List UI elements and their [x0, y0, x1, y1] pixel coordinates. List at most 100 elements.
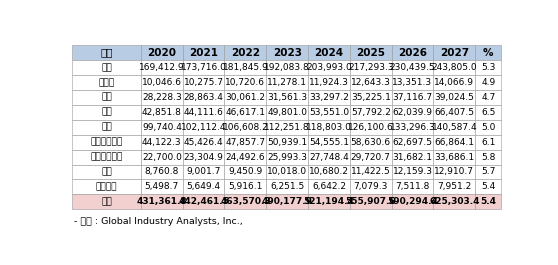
Text: 10,275.7: 10,275.7: [184, 78, 224, 87]
Text: 42,851.8: 42,851.8: [142, 108, 182, 117]
Text: 합계: 합계: [101, 197, 112, 206]
Bar: [72, 45, 141, 60]
Bar: [72, 195, 141, 209]
Bar: [266, 45, 308, 60]
Text: 5.3: 5.3: [481, 63, 496, 72]
Bar: [141, 90, 182, 105]
Text: 33,297.2: 33,297.2: [309, 93, 349, 102]
Text: 유럽: 유럽: [101, 123, 112, 132]
Bar: [434, 120, 475, 135]
Text: 44,111.6: 44,111.6: [184, 108, 224, 117]
Text: 5.4: 5.4: [480, 197, 496, 206]
Bar: [72, 90, 141, 105]
Text: 31,561.3: 31,561.3: [267, 93, 307, 102]
Text: 9,450.9: 9,450.9: [228, 167, 262, 176]
Bar: [182, 90, 224, 105]
Text: 102,112.4: 102,112.4: [181, 123, 227, 132]
Bar: [475, 75, 501, 90]
Text: 54,555.1: 54,555.1: [309, 138, 349, 147]
Bar: [266, 75, 308, 90]
Bar: [350, 179, 392, 195]
Bar: [72, 120, 141, 135]
Bar: [392, 195, 434, 209]
Bar: [224, 75, 266, 90]
Bar: [266, 179, 308, 195]
Bar: [434, 195, 475, 209]
Bar: [392, 60, 434, 75]
Bar: [475, 149, 501, 165]
Text: 118,803.0: 118,803.0: [306, 123, 352, 132]
Text: 243,805.0: 243,805.0: [431, 63, 477, 72]
Bar: [308, 60, 350, 75]
Bar: [392, 90, 434, 105]
Text: 463,570.3: 463,570.3: [220, 197, 271, 206]
Bar: [392, 179, 434, 195]
Bar: [434, 75, 475, 90]
Text: 28,863.4: 28,863.4: [184, 93, 224, 102]
Bar: [434, 179, 475, 195]
Text: 140,587.4: 140,587.4: [431, 123, 477, 132]
Bar: [72, 135, 141, 149]
Bar: [350, 165, 392, 179]
Bar: [392, 165, 434, 179]
Bar: [224, 105, 266, 120]
Bar: [308, 195, 350, 209]
Text: 33,686.1: 33,686.1: [434, 153, 474, 162]
Bar: [266, 135, 308, 149]
Bar: [475, 135, 501, 149]
Text: 2023: 2023: [273, 47, 302, 58]
Text: 169,412.9: 169,412.9: [139, 63, 185, 72]
Text: 2022: 2022: [231, 47, 260, 58]
Bar: [224, 165, 266, 179]
Bar: [141, 195, 182, 209]
Bar: [266, 120, 308, 135]
Text: 2020: 2020: [147, 47, 176, 58]
Bar: [350, 135, 392, 149]
Text: 지역: 지역: [100, 47, 113, 58]
Text: 6.1: 6.1: [481, 138, 496, 147]
Text: 44,122.3: 44,122.3: [142, 138, 182, 147]
Text: 10,018.0: 10,018.0: [267, 167, 307, 176]
Bar: [266, 90, 308, 105]
Text: 431,361.8: 431,361.8: [137, 197, 187, 206]
Bar: [392, 120, 434, 135]
Text: 4.7: 4.7: [481, 93, 496, 102]
Text: 181,845.9: 181,845.9: [223, 63, 268, 72]
Bar: [392, 75, 434, 90]
Text: 5,916.1: 5,916.1: [228, 182, 263, 191]
Text: 중국: 중국: [101, 108, 112, 117]
Bar: [72, 179, 141, 195]
Bar: [224, 60, 266, 75]
Bar: [141, 135, 182, 149]
Bar: [308, 149, 350, 165]
Text: 6,251.5: 6,251.5: [270, 182, 304, 191]
Text: 2026: 2026: [398, 47, 427, 58]
Text: 24,492.6: 24,492.6: [225, 153, 265, 162]
Bar: [308, 90, 350, 105]
Text: 2021: 2021: [189, 47, 218, 58]
Bar: [434, 105, 475, 120]
Bar: [350, 120, 392, 135]
Bar: [350, 149, 392, 165]
Bar: [72, 149, 141, 165]
Text: 203,993.0: 203,993.0: [306, 63, 352, 72]
Bar: [392, 105, 434, 120]
Bar: [434, 165, 475, 179]
Text: 99,740.4: 99,740.4: [142, 123, 182, 132]
Bar: [350, 90, 392, 105]
Bar: [224, 195, 266, 209]
Bar: [141, 75, 182, 90]
Text: 5.7: 5.7: [481, 167, 496, 176]
Text: 미국: 미국: [101, 63, 112, 72]
Text: 캐나다: 캐나다: [98, 78, 114, 87]
Bar: [141, 165, 182, 179]
Text: 230,439.5: 230,439.5: [389, 63, 435, 72]
Bar: [434, 60, 475, 75]
Text: 46,617.1: 46,617.1: [225, 108, 266, 117]
Bar: [224, 149, 266, 165]
Text: 14,066.9: 14,066.9: [434, 78, 474, 87]
Bar: [475, 165, 501, 179]
Bar: [224, 120, 266, 135]
Bar: [182, 165, 224, 179]
Text: 11,422.5: 11,422.5: [351, 167, 391, 176]
